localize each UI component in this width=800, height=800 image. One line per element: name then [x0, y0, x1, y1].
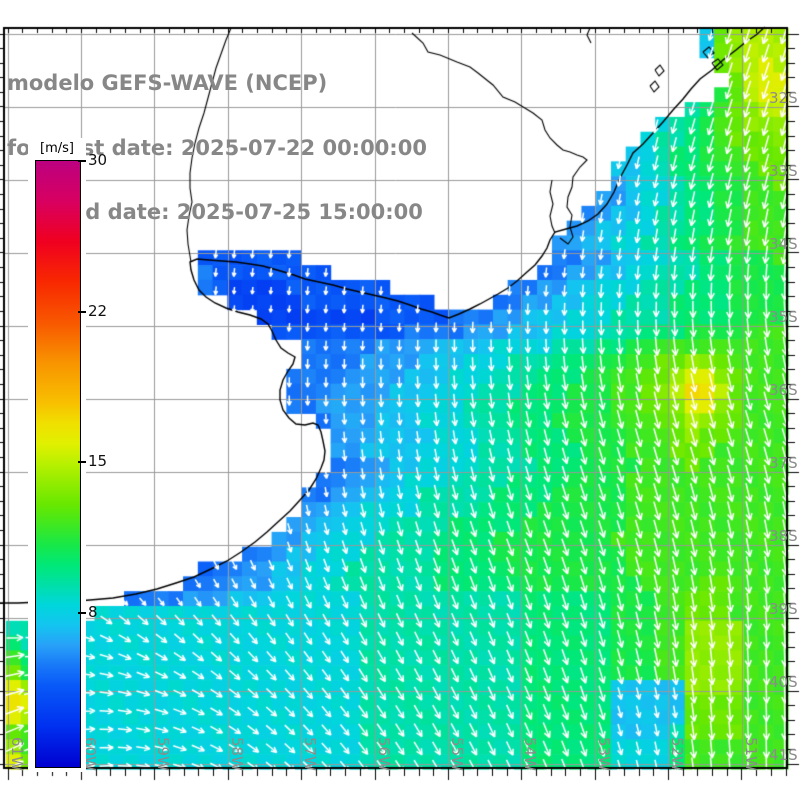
colorbar-tick-mark	[78, 461, 86, 463]
colorbar-tick-mark	[78, 160, 86, 162]
colorbar-tick-mark	[78, 612, 86, 614]
colorbar-tick-label: 30	[88, 151, 108, 169]
colorbar-units-label: [m/s]	[40, 141, 74, 156]
colorbar-gradient	[35, 160, 81, 768]
colorbar-tick-label: 15	[88, 452, 108, 470]
colorbar-tick-label: 8	[88, 603, 98, 621]
colorbar-tick-mark	[78, 311, 86, 313]
colorbar-tick-label: 22	[88, 302, 108, 320]
colorbar: [m/s] 30 22 15 8	[28, 138, 107, 772]
